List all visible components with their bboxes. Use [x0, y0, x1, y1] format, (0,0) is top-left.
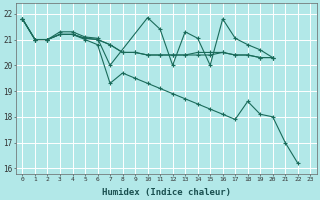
X-axis label: Humidex (Indice chaleur): Humidex (Indice chaleur) — [102, 188, 231, 197]
